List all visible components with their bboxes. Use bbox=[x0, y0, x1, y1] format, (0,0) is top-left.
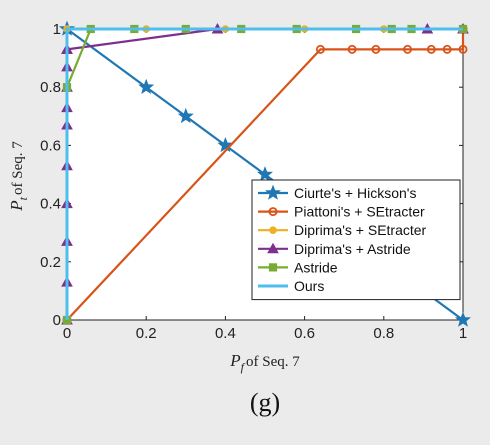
data-point bbox=[371, 44, 381, 54]
legend-label: Diprima's + Astride bbox=[294, 241, 411, 257]
x-axis-label: Pf of Seq. 7 bbox=[229, 351, 300, 374]
x-tick-label: 1 bbox=[459, 325, 467, 342]
data-point bbox=[315, 44, 325, 54]
y-tick-label: 0.4 bbox=[40, 196, 61, 213]
y-axis-label-sub: t bbox=[16, 196, 30, 200]
legend-label: Diprima's + SEtracter bbox=[294, 222, 427, 238]
panel-label: (g) bbox=[249, 388, 281, 417]
y-tick-label: 0 bbox=[53, 312, 61, 329]
y-tick-label: 0.8 bbox=[40, 79, 61, 96]
y-tick-label: 0.6 bbox=[40, 137, 61, 154]
data-point bbox=[257, 166, 273, 182]
y-axis-label-rest: of Seq. 7 bbox=[10, 141, 26, 195]
legend-label: Astride bbox=[294, 259, 338, 275]
legend: Ciurte's + Hickson's Piattoni's + SEtract… bbox=[251, 179, 461, 301]
y-tick-label: 1 bbox=[53, 21, 61, 38]
data-point bbox=[138, 78, 155, 94]
x-axis-label-main: P bbox=[229, 351, 240, 370]
series-layer bbox=[59, 20, 471, 327]
data-point bbox=[347, 44, 357, 54]
series-line bbox=[66, 29, 465, 321]
x-axis-label-sub: f bbox=[241, 360, 246, 374]
legend-item: Diprima's + Astride bbox=[258, 241, 411, 257]
data-point bbox=[177, 107, 194, 124]
legend-item: Piattoni's + SEtracter bbox=[258, 204, 425, 220]
x-tick-label: 0 bbox=[63, 325, 71, 342]
series-line bbox=[65, 27, 463, 320]
legend-box bbox=[251, 179, 461, 301]
x-axis-label-rest: of Seq. 7 bbox=[246, 354, 300, 370]
x-tick-label: 0.4 bbox=[215, 325, 236, 342]
legend-label: Piattoni's + SEtracter bbox=[294, 204, 425, 220]
data-point bbox=[267, 242, 279, 254]
data-point bbox=[268, 263, 278, 272]
legend-item: Diprima's + SEtracter bbox=[258, 222, 427, 238]
legend-label: Ciurte's + Hickson's bbox=[294, 185, 416, 201]
data-point bbox=[426, 44, 436, 54]
legend-item: Astride bbox=[258, 259, 338, 275]
legend-label: Ours bbox=[294, 278, 324, 294]
data-point bbox=[268, 207, 278, 217]
legend-item: Ciurte's + Hickson's bbox=[258, 184, 416, 201]
data-point bbox=[455, 311, 471, 327]
x-tick-label: 0.2 bbox=[136, 325, 157, 342]
x-tick-label: 0.8 bbox=[373, 325, 394, 342]
legend-item: Ours bbox=[258, 278, 324, 294]
data-point bbox=[458, 44, 468, 54]
data-point bbox=[265, 184, 281, 200]
y-axis-label-main: P bbox=[7, 200, 26, 211]
data-point bbox=[217, 137, 234, 153]
y-axis-label: Ptof Seq. 7 bbox=[7, 141, 30, 212]
y-tick-label: 0.2 bbox=[40, 254, 61, 271]
series-2 bbox=[62, 24, 468, 325]
x-tick-label: 0.6 bbox=[294, 325, 315, 342]
data-point bbox=[269, 226, 277, 234]
data-point bbox=[403, 44, 413, 54]
data-point bbox=[442, 44, 452, 54]
series-6 bbox=[65, 27, 463, 320]
